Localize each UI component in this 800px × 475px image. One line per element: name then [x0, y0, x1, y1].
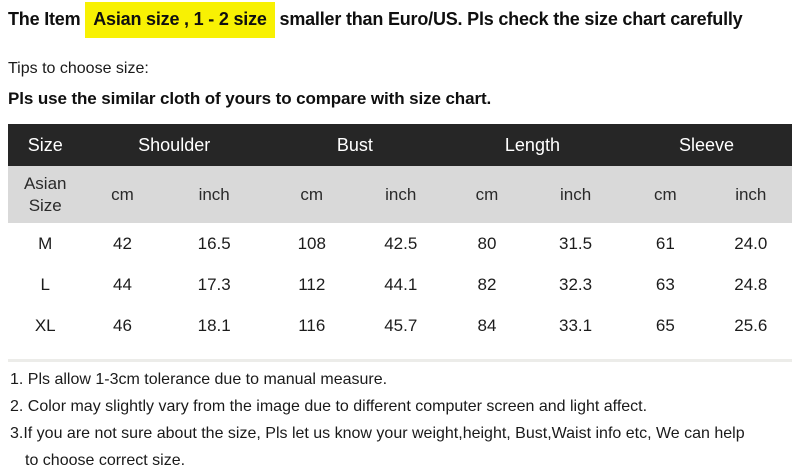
subheader-asian-size: Asian Size — [8, 166, 83, 223]
notes-section: 1. Pls allow 1-3cm tolerance due to manu… — [10, 369, 792, 472]
size-chart-table: Size Shoulder Bust Length Sleeve Asian Si… — [8, 124, 792, 346]
tips-instruction: Pls use the similar cloth of yours to co… — [8, 89, 492, 108]
value-cell: 17.3 — [162, 264, 266, 305]
size-cell: XL — [8, 305, 83, 346]
value-cell: 45.7 — [357, 305, 444, 346]
table-bottom-divider — [8, 359, 792, 362]
value-cell: 31.5 — [530, 223, 622, 264]
page-title: The Item Asian size , 1 - 2 size smaller… — [8, 2, 792, 38]
value-cell: 44.1 — [357, 264, 444, 305]
value-cell: 46 — [82, 305, 163, 346]
value-cell: 116 — [265, 305, 358, 346]
unit-cm: cm — [621, 166, 710, 223]
value-cell: 84 — [443, 305, 531, 346]
table-row-xl: XL 46 18.1 116 45.7 84 33.1 65 25.6 — [8, 305, 792, 346]
value-cell: 80 — [443, 223, 531, 264]
note-size-help-line1: 3.If you are not sure about the size, Pl… — [10, 425, 745, 442]
unit-cm: cm — [265, 166, 358, 223]
note-tolerance: 1. Pls allow 1-3cm tolerance due to manu… — [10, 371, 388, 388]
value-cell: 61 — [621, 223, 710, 264]
tips-heading: Tips to choose size: — [8, 60, 149, 77]
size-cell: M — [8, 223, 83, 264]
value-cell: 63 — [621, 264, 710, 305]
title-suffix: smaller than Euro/US. Pls check the size… — [274, 9, 743, 29]
value-cell: 24.0 — [709, 223, 792, 264]
value-cell: 42.5 — [357, 223, 444, 264]
value-cell: 44 — [82, 264, 163, 305]
value-cell: 112 — [265, 264, 358, 305]
note-color-variance: 2. Color may slightly vary from the imag… — [10, 398, 648, 415]
col-header-sleeve: Sleeve — [621, 124, 792, 166]
table-header-row: Size Shoulder Bust Length Sleeve — [8, 124, 792, 166]
value-cell: 16.5 — [162, 223, 266, 264]
value-cell: 82 — [443, 264, 531, 305]
unit-inch: inch — [530, 166, 622, 223]
col-header-bust: Bust — [265, 124, 444, 166]
value-cell: 108 — [265, 223, 358, 264]
value-cell: 32.3 — [530, 264, 622, 305]
value-cell: 33.1 — [530, 305, 622, 346]
table-subheader-row: Asian Size cm inch cm inch cm inch cm inc… — [8, 166, 792, 223]
value-cell: 24.8 — [709, 264, 792, 305]
title-highlighted-text: Asian size , 1 - 2 size — [85, 2, 275, 38]
col-header-size: Size — [8, 124, 83, 166]
unit-inch: inch — [709, 166, 792, 223]
unit-inch: inch — [162, 166, 266, 223]
value-cell: 18.1 — [162, 305, 266, 346]
table-row-m: M 42 16.5 108 42.5 80 31.5 61 24.0 — [8, 223, 792, 264]
unit-cm: cm — [443, 166, 531, 223]
unit-cm: cm — [82, 166, 163, 223]
col-header-shoulder: Shoulder — [82, 124, 266, 166]
value-cell: 65 — [621, 305, 710, 346]
note-size-help-line2: to choose correct size. — [25, 452, 186, 469]
table-row-l: L 44 17.3 112 44.1 82 32.3 63 24.8 — [8, 264, 792, 305]
value-cell: 42 — [82, 223, 163, 264]
value-cell: 25.6 — [709, 305, 792, 346]
size-cell: L — [8, 264, 83, 305]
col-header-length: Length — [443, 124, 622, 166]
unit-inch: inch — [357, 166, 444, 223]
title-prefix: The Item — [8, 9, 86, 29]
